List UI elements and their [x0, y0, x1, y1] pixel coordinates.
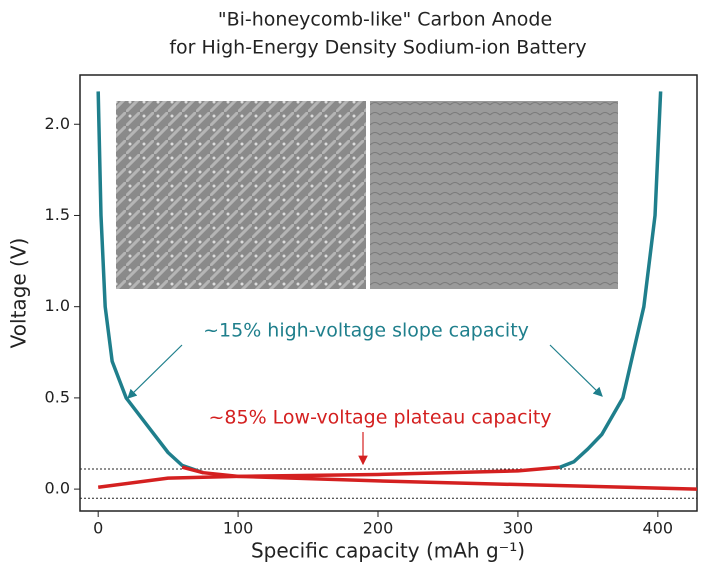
- data-line: [181, 465, 697, 491]
- tem-image: [370, 101, 618, 289]
- y-tick-label: 0.5: [45, 387, 70, 406]
- annotation: ~85% Low-voltage plateau capacity: [208, 407, 551, 429]
- x-tick-label: 100: [223, 519, 254, 538]
- x-tick-label: 200: [363, 519, 394, 538]
- y-tick-label: 0.0: [45, 479, 70, 498]
- x-tick-label: 0: [93, 519, 103, 538]
- sem-image: [116, 101, 366, 289]
- y-tick-label: 1.0: [45, 296, 70, 315]
- annotation: ~15% high-voltage slope capacity: [203, 320, 529, 342]
- data-line: [559, 91, 663, 469]
- x-tick-label: 300: [503, 519, 534, 538]
- data-line: [96, 91, 204, 475]
- x-tick-label: 400: [643, 519, 674, 538]
- x-axis-label: Specific capacity (mAh g⁻¹): [251, 539, 525, 563]
- arrow: [127, 344, 183, 399]
- y-axis-label: Voltage (V): [7, 238, 31, 349]
- y-tick-label: 2.0: [45, 114, 70, 133]
- y-tick-label: 1.5: [45, 205, 70, 224]
- plot-frame: [79, 74, 698, 512]
- chart-title: for High-Energy Density Sodium-ion Batte…: [169, 37, 586, 59]
- chart-title: "Bi-honeycomb-like" Carbon Anode: [218, 9, 552, 31]
- arrow: [549, 344, 603, 397]
- data-line: [97, 465, 561, 490]
